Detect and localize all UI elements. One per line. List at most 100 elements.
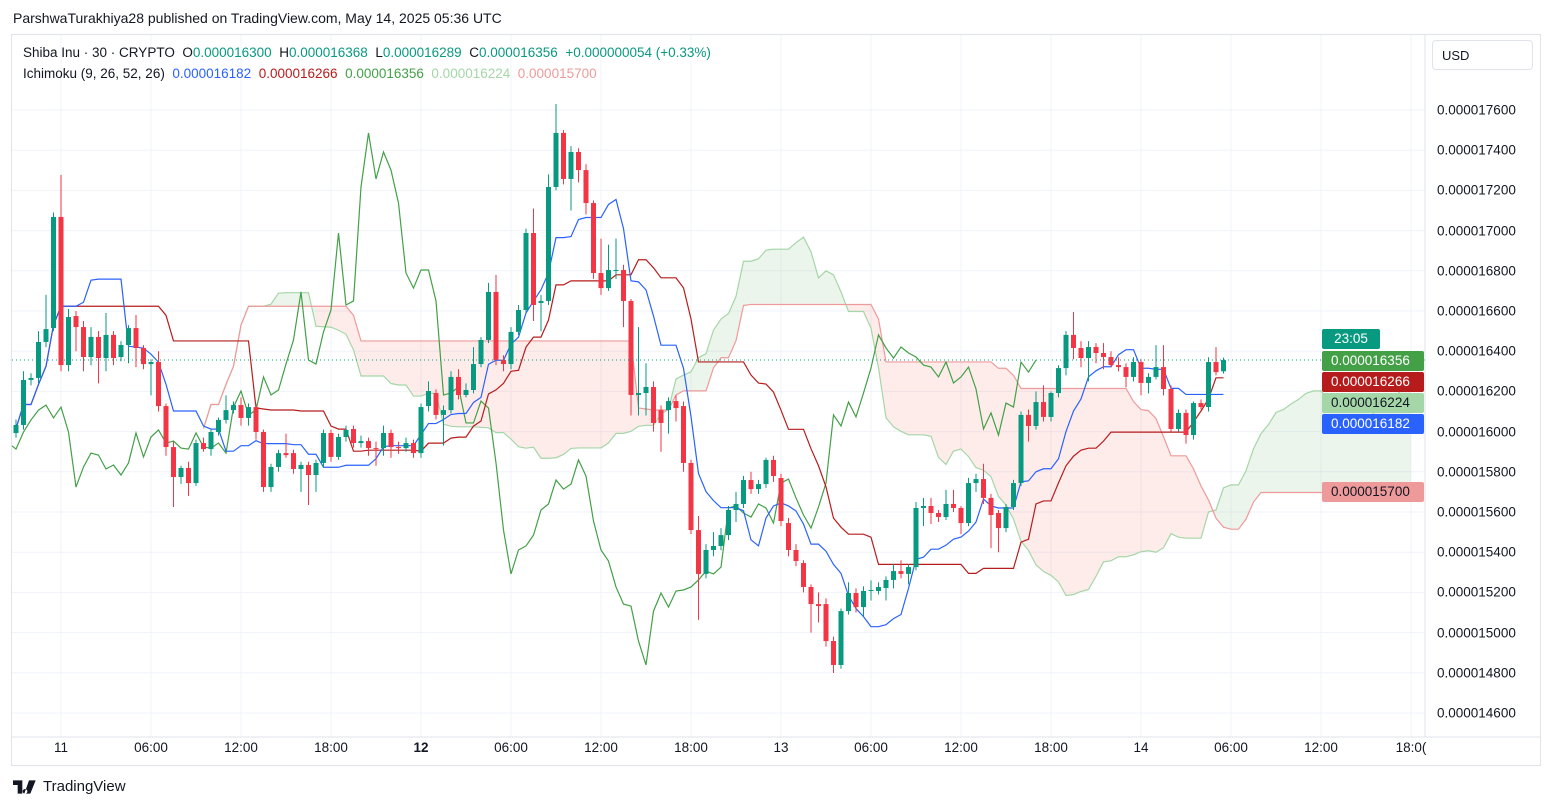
publisher-line: ParshwaTurakhiya28 published on TradingV… — [13, 10, 502, 26]
cloud-segment — [278, 292, 286, 307]
candle-body — [163, 406, 169, 448]
time-tick-label: 18:00 — [674, 740, 708, 755]
currency-button[interactable]: USD — [1432, 40, 1533, 70]
candle-body — [478, 339, 484, 365]
cloud-segment — [1043, 388, 1051, 576]
candle-body — [808, 586, 814, 605]
price-tick-label: 0.000015200 — [1437, 584, 1516, 600]
candle — [816, 592, 821, 623]
indicator-legend: Ichimoku (9, 26, 52, 26) 0.000016182 0.0… — [23, 66, 597, 81]
time-tick-label: 12:00 — [1304, 740, 1338, 755]
leading-span-a-line — [202, 236, 1411, 597]
cloud-segment — [848, 304, 856, 312]
candle — [823, 598, 829, 647]
cloud-segment — [1238, 470, 1246, 530]
candle-body — [223, 410, 229, 420]
candle-body — [1003, 506, 1009, 529]
candle-body — [718, 535, 724, 546]
candle-body — [463, 389, 469, 396]
cloud-segment — [323, 306, 331, 328]
time-tick-label: 06:00 — [854, 740, 888, 755]
candle-body — [306, 464, 311, 476]
candle — [471, 347, 476, 394]
cloud-segment — [796, 237, 804, 305]
cloud-segment — [811, 251, 819, 305]
candle-body — [636, 393, 641, 396]
candle — [1161, 345, 1166, 396]
candle — [711, 532, 716, 557]
candle-body — [696, 530, 701, 574]
candle-body — [388, 433, 394, 448]
candle-body — [13, 424, 19, 434]
candle-body — [193, 443, 199, 484]
price-tick-label: 0.000016400 — [1437, 343, 1516, 359]
candle-body — [396, 447, 401, 449]
candle-body — [216, 419, 221, 433]
candle — [178, 465, 184, 484]
bar-countdown: 23:05 — [1322, 329, 1380, 350]
time-tick-label: 14 — [1133, 740, 1149, 755]
candle — [13, 419, 19, 438]
cloud-segment — [1268, 412, 1276, 493]
candle-body — [186, 467, 191, 484]
candle — [538, 294, 544, 332]
candle-body — [96, 336, 101, 359]
candle — [643, 363, 649, 416]
candle-body — [1033, 402, 1039, 426]
candle — [1183, 409, 1189, 444]
candle-body — [861, 590, 866, 608]
candle-body — [1176, 412, 1181, 429]
candle — [246, 403, 251, 426]
candle — [1078, 341, 1084, 368]
cloud-segment — [1066, 388, 1074, 596]
candle-body — [336, 437, 341, 457]
open-label: O — [182, 45, 193, 60]
candle — [426, 381, 431, 412]
candle-body — [666, 401, 671, 411]
candle-body — [628, 300, 634, 396]
time-tick-label: 12:00 — [224, 740, 258, 755]
indicator-name[interactable]: Ichimoku (9, 26, 52, 26) — [23, 66, 165, 81]
candle — [883, 576, 889, 601]
candle — [66, 308, 71, 372]
cloud-segment — [316, 306, 324, 327]
candle-body — [21, 379, 26, 425]
candle-body — [741, 480, 746, 504]
cloud-segment — [1051, 388, 1059, 582]
candle — [133, 315, 139, 368]
symbol-name[interactable]: Shiba Inu · 30 · CRYPTO — [23, 45, 175, 60]
candle — [913, 501, 919, 571]
candle-body — [426, 390, 431, 407]
candle-body — [936, 513, 941, 518]
candle-body — [1161, 367, 1166, 389]
candle — [1138, 359, 1144, 396]
candle-body — [688, 462, 694, 531]
low-value: 0.000016289 — [382, 45, 462, 60]
candle — [598, 238, 604, 295]
candle-body — [418, 407, 424, 454]
cloud-segment — [1058, 388, 1066, 596]
candle — [493, 274, 499, 366]
close-value: 0.000016356 — [478, 45, 558, 60]
high-value: 0.000016368 — [288, 45, 368, 60]
cloud-segment — [871, 304, 879, 368]
cloud-segment — [983, 361, 991, 477]
candle-body — [381, 433, 386, 449]
candle — [478, 337, 484, 368]
candle-body — [703, 549, 709, 574]
brand-name[interactable]: TradingView — [43, 778, 126, 795]
candle — [486, 282, 491, 344]
price-tick-label: 0.000017600 — [1437, 102, 1516, 118]
candle — [88, 327, 94, 366]
cloud-segment — [413, 340, 421, 397]
candle — [411, 439, 416, 458]
candle — [1176, 409, 1181, 432]
candle-body — [1123, 367, 1129, 377]
candle-body — [973, 479, 979, 484]
cloud-segment — [338, 306, 346, 335]
candle-body — [621, 269, 626, 301]
time-tick-label: 18:00 — [314, 740, 348, 755]
cloud-segment — [706, 330, 714, 391]
tradingview-logo-icon[interactable] — [13, 779, 37, 794]
